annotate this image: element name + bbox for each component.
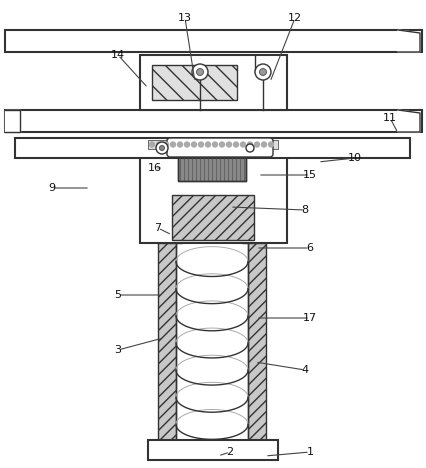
Bar: [15, 138, 409, 158]
Bar: [178, 157, 245, 181]
Text: 6: 6: [306, 243, 313, 253]
Bar: [158, 240, 176, 440]
Circle shape: [219, 142, 224, 147]
Bar: [178, 157, 245, 181]
Text: 16: 16: [148, 163, 161, 173]
Text: 11: 11: [382, 113, 396, 123]
Text: 7: 7: [154, 223, 161, 233]
Circle shape: [212, 142, 217, 147]
Circle shape: [254, 142, 259, 147]
Circle shape: [247, 142, 252, 147]
Circle shape: [163, 142, 168, 147]
Bar: [5, 110, 421, 132]
Text: 2: 2: [226, 447, 233, 457]
Bar: [148, 140, 277, 149]
Circle shape: [240, 142, 245, 147]
Circle shape: [198, 142, 203, 147]
Bar: [248, 240, 265, 440]
Bar: [140, 155, 286, 243]
Polygon shape: [397, 110, 419, 132]
Circle shape: [245, 144, 253, 152]
Text: 9: 9: [48, 183, 55, 193]
Circle shape: [205, 142, 210, 147]
Circle shape: [196, 68, 203, 75]
Bar: [140, 55, 286, 110]
FancyBboxPatch shape: [167, 138, 272, 157]
Circle shape: [156, 142, 161, 147]
Circle shape: [268, 142, 273, 147]
Bar: [172, 195, 253, 240]
Circle shape: [170, 142, 175, 147]
Text: 3: 3: [114, 345, 121, 355]
Bar: [5, 30, 421, 52]
Polygon shape: [397, 30, 419, 52]
Circle shape: [191, 142, 196, 147]
Circle shape: [155, 142, 167, 154]
Circle shape: [159, 146, 164, 151]
Circle shape: [149, 142, 154, 147]
Text: 14: 14: [111, 50, 125, 60]
Text: 17: 17: [302, 313, 317, 323]
Circle shape: [177, 142, 182, 147]
Bar: [152, 65, 236, 100]
Text: 13: 13: [178, 13, 192, 23]
Circle shape: [184, 142, 189, 147]
Text: 15: 15: [302, 170, 316, 180]
Bar: [148, 440, 277, 460]
Circle shape: [226, 142, 231, 147]
Circle shape: [233, 142, 238, 147]
Circle shape: [192, 64, 207, 80]
Text: 10: 10: [347, 153, 361, 163]
Bar: [242, 195, 253, 243]
Circle shape: [259, 68, 266, 75]
Circle shape: [254, 64, 271, 80]
Text: 12: 12: [287, 13, 301, 23]
Circle shape: [261, 142, 266, 147]
Polygon shape: [5, 110, 20, 132]
Text: 1: 1: [306, 447, 313, 457]
Text: 4: 4: [301, 365, 308, 375]
Text: 5: 5: [114, 290, 121, 300]
Text: 8: 8: [301, 205, 308, 215]
Bar: [170, 195, 181, 243]
